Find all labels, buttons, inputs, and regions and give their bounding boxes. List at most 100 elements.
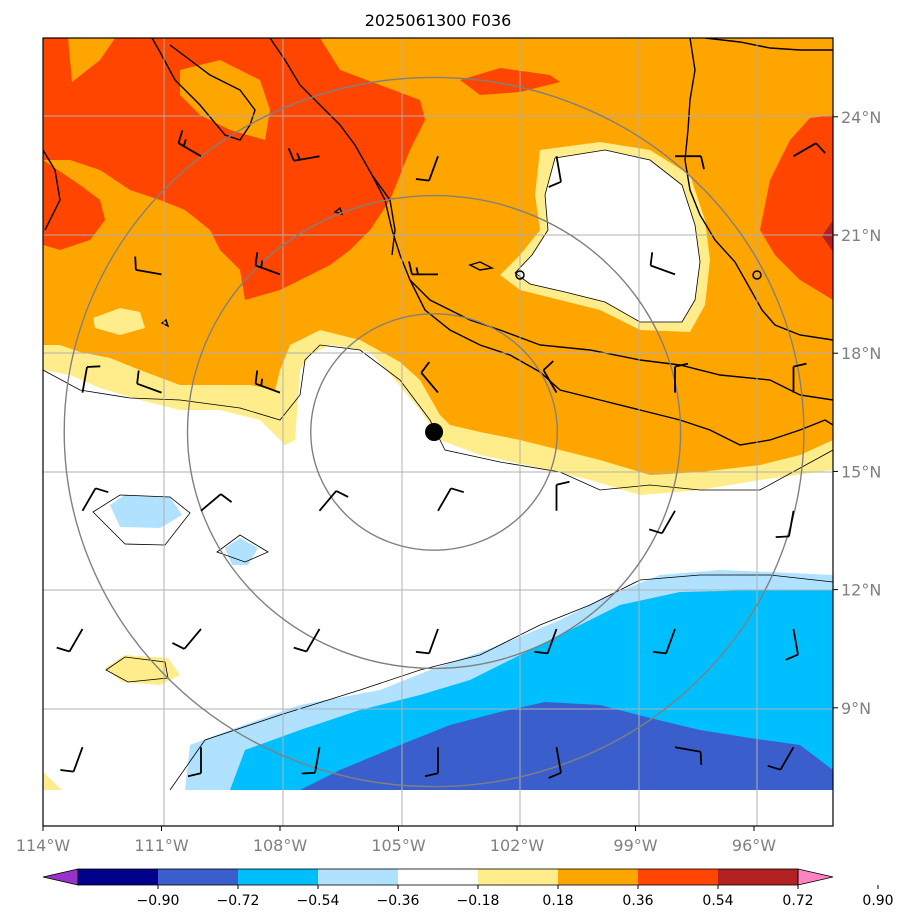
wind-barb (301, 747, 321, 775)
colorbar: −0.90 −0.72 −0.54 −0.36 −0.18 0.18 0.36 0.54 0.7… (42, 868, 894, 909)
colorbar-tick-label: 0.54 (702, 893, 733, 909)
wind-barb (187, 747, 202, 778)
y-axis-ticks: 24°N 21°N 18°N 15°N 12°N 9°N (833, 108, 881, 718)
wind-barb (674, 746, 703, 766)
wind-barb (415, 628, 439, 655)
wind-barb (60, 746, 84, 773)
y-tick-label: 18°N (841, 344, 881, 363)
wind-barb (437, 487, 465, 512)
wind-barb (293, 628, 321, 653)
y-tick-label: 9°N (841, 699, 871, 718)
wind-barbs (56, 130, 826, 779)
wind-barb (171, 628, 202, 650)
storm-center-marker (425, 423, 444, 441)
wind-barb (548, 747, 562, 779)
range-ring (310, 313, 559, 551)
colorbar-segment (158, 869, 239, 885)
x-tick-label: 99°W (613, 836, 657, 855)
colorbar-frame (77, 868, 799, 886)
colorbar-tick-label: −0.90 (137, 893, 180, 909)
x-tick-label: 96°W (732, 836, 776, 855)
wind-barb (254, 252, 281, 276)
wind-barb (424, 747, 439, 778)
y-tick-label: 15°N (841, 462, 881, 481)
wind-barb (674, 362, 689, 393)
colorbar-segment (238, 869, 319, 885)
wind-barb (548, 156, 562, 188)
x-tick-label: 105°W (371, 836, 426, 855)
y-tick-label: 21°N (841, 226, 881, 245)
contour-fill-neg054-neg072 (300, 702, 833, 790)
wind-barb (318, 490, 349, 512)
station-marker (752, 270, 762, 280)
colorbar-segment (318, 869, 399, 885)
wind-barb (254, 370, 281, 394)
no-data-strip (43, 790, 833, 826)
x-tick-label: 108°W (253, 836, 308, 855)
wind-barb (136, 370, 162, 394)
wind-barb (555, 480, 570, 511)
colorbar-segment (718, 869, 799, 885)
range-ring (63, 76, 805, 788)
wind-barb (785, 628, 799, 661)
wind-barb (408, 261, 438, 276)
wind-barb (675, 155, 705, 170)
wind-barb (200, 493, 233, 512)
contour-fill-orange-inner-west (68, 38, 115, 82)
colorbar-segment (398, 869, 479, 885)
x-tick-label: 111°W (134, 836, 189, 855)
contour-fill-054-072-east (760, 115, 833, 300)
colorbar-tick-label: 0.90 (862, 893, 893, 909)
wind-barb (792, 362, 807, 393)
colorbar-tick-label: −0.18 (457, 893, 500, 909)
x-tick-label: 114°W (16, 836, 71, 855)
wind-barb (134, 256, 162, 276)
contour-fill-red-bottom-left (43, 160, 105, 250)
small-circle-markers (515, 270, 762, 280)
colorbar-extend-high (797, 868, 834, 886)
wind-barb (81, 487, 109, 512)
map-plot-area (43, 38, 833, 826)
contour-fill-bottom-left (43, 772, 62, 790)
range-ring (186, 194, 682, 670)
colorbar-segment (478, 869, 559, 885)
y-tick-label: 12°N (841, 581, 881, 600)
wind-barb (793, 142, 826, 157)
range-rings (63, 76, 805, 788)
contour-fill-orange-inner-bay (180, 60, 270, 140)
wind-barb (652, 628, 676, 655)
colorbar-tick-label: 0.18 (542, 893, 573, 909)
colorbar-extend-low (42, 868, 79, 886)
wind-barb (420, 361, 439, 394)
contour-fill-054-072-ne (460, 68, 560, 95)
colorbar-segment (638, 869, 719, 885)
contour-patch-left (93, 308, 145, 335)
colorbar-tick-label: −0.54 (297, 893, 340, 909)
wind-barb (415, 155, 439, 182)
colorbar-tick-label: 0.36 (622, 893, 653, 909)
colorbar-tick-label: −0.36 (377, 893, 420, 909)
plot-frame (42, 37, 834, 827)
wind-barb (81, 365, 101, 393)
colorbar-segment (558, 869, 639, 885)
chart-title: 2025061300 F036 (365, 11, 512, 30)
contour-fill-neg-small2 (225, 538, 258, 565)
grid-lines (43, 38, 833, 826)
colorbar-tick-label: 0.72 (782, 893, 813, 909)
contour-hole-gulf-white (515, 150, 700, 322)
wind-barb (56, 628, 84, 653)
x-axis-ticks: 114°W 111°W 108°W 105°W 102°W 99°W 96°W (16, 826, 776, 855)
wind-barb (649, 252, 676, 276)
wind-barb (767, 746, 795, 771)
wind-barb (775, 510, 795, 538)
colorbar-segment (78, 869, 159, 885)
contour-fill-darkred-east (822, 220, 833, 252)
wind-barb (287, 148, 320, 162)
station-marker (515, 270, 525, 280)
contour-fill-pos-small (105, 655, 180, 685)
wind-barb (534, 628, 558, 655)
coastlines (43, 38, 833, 446)
wind-barb (648, 510, 676, 535)
colorbar-tick-label: −0.72 (217, 893, 260, 909)
